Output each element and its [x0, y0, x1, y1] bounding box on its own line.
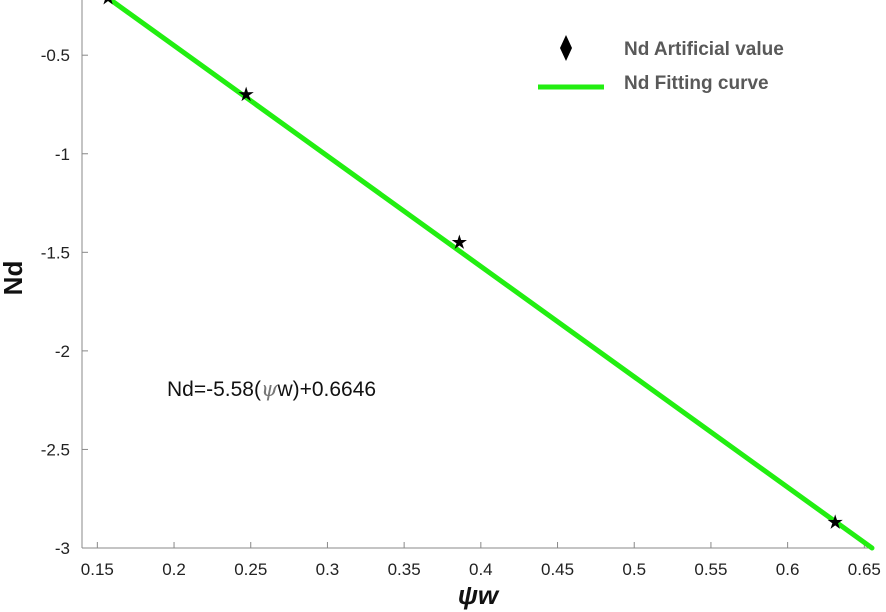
x-ticks: 0.15 0.2 0.25 0.3 0.35 0.4 0.45 0.5 0.55 0.6 0.65 — [81, 542, 881, 579]
y-tick-label: -0.5 — [41, 46, 70, 65]
x-tick-label: 0.55 — [694, 560, 727, 579]
equation-psi-symbol: ψ — [261, 377, 278, 401]
y-tick-label: -3 — [55, 539, 70, 558]
legend: Nd Artificial value Nd Fitting curve — [538, 35, 784, 94]
x-axis-title: ψw — [458, 580, 500, 610]
legend-label-points: Nd Artificial value — [624, 39, 784, 60]
fit-line-group — [106, 0, 875, 551]
legend-label-line: Nd Fitting curve — [624, 73, 769, 94]
data-point-star — [451, 234, 467, 249]
legend-diamond-marker — [560, 35, 572, 61]
plot-area — [82, 0, 872, 548]
x-tick-label: 0.65 — [848, 560, 881, 579]
data-point-star — [238, 86, 254, 102]
y-tick-label: -1.5 — [41, 243, 70, 262]
x-tick-label: 0.5 — [622, 560, 646, 579]
x-tick-label: 0.3 — [316, 560, 340, 579]
x-tick-label: 0.15 — [81, 560, 114, 579]
equation-annotation: Nd=-5.58(ψw)+0.6646 — [167, 377, 376, 401]
y-tick-label: -2.5 — [41, 440, 70, 459]
x-tick-label: 0.45 — [541, 560, 574, 579]
x-tick-label: 0.6 — [776, 560, 800, 579]
y-tick-label: -1 — [55, 145, 70, 164]
x-tick-label: 0.4 — [469, 560, 493, 579]
points-group — [103, 0, 843, 529]
x-tick-label: 0.2 — [162, 560, 186, 579]
data-point-star — [827, 514, 843, 529]
y-axis-title: Nd — [0, 261, 28, 296]
y-tick-label: -2 — [55, 342, 70, 361]
fitting-curve-line — [106, 0, 875, 551]
equation-prefix: Nd=-5.58( — [167, 378, 261, 401]
data-point-star — [103, 0, 113, 5]
x-tick-label: 0.35 — [388, 560, 421, 579]
y-ticks: -0.5 -1 -1.5 -2 -2.5 -3 — [41, 46, 88, 558]
x-tick-label: 0.25 — [234, 560, 267, 579]
equation-suffix: w)+0.6646 — [276, 378, 376, 401]
